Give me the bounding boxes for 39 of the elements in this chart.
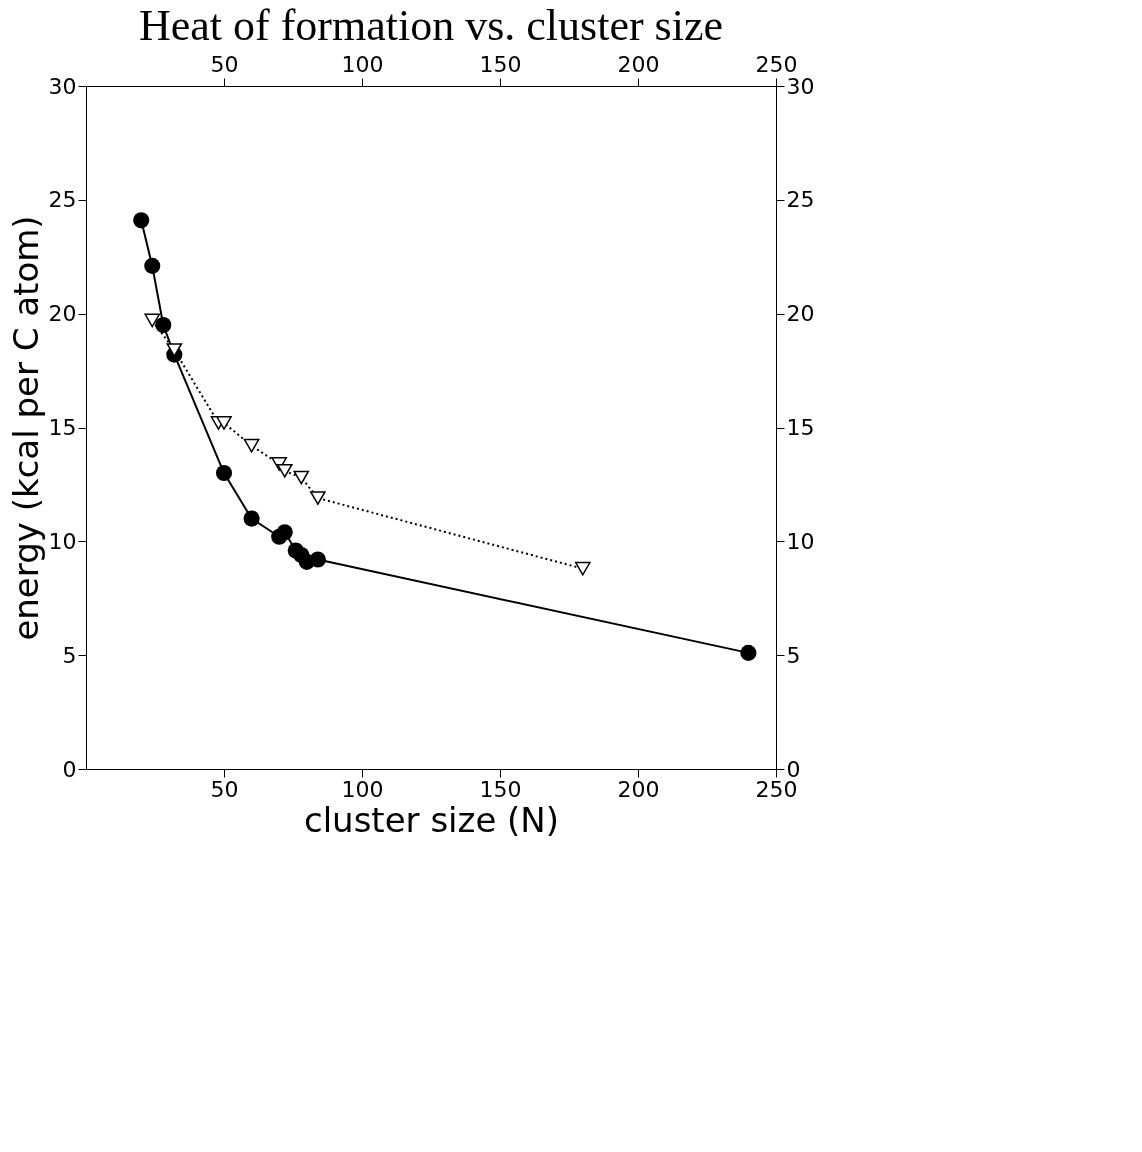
y-tick-label: 15 <box>48 415 77 440</box>
x-tick-label: 150 <box>479 776 522 802</box>
y-tick-label: 10 <box>48 528 77 554</box>
y-tick-label: 30 <box>48 73 77 99</box>
point <box>216 416 232 430</box>
y2-tick-label: 20 <box>786 301 815 327</box>
point <box>310 491 326 505</box>
x2-tick-label: 200 <box>617 51 660 77</box>
y-tick-label: 25 <box>48 187 77 213</box>
point <box>574 561 591 576</box>
y-axis-title: energy (kcal per C atom) <box>5 215 46 641</box>
y-tick-label: 20 <box>48 301 77 327</box>
x-axis-title: cluster size (N) <box>303 799 560 840</box>
point <box>215 464 233 482</box>
y2-tick-label: 5 <box>786 642 801 668</box>
point <box>166 343 183 357</box>
x2-tick-label: 150 <box>479 51 522 77</box>
chart-title: Heat of formation vs. cluster size <box>138 1 724 50</box>
x-tick-label: 200 <box>617 776 660 802</box>
point <box>144 257 161 274</box>
x2-tick-label: 50 <box>210 51 239 77</box>
x-tick-label: 100 <box>341 776 384 802</box>
point <box>293 470 310 485</box>
point <box>144 313 161 328</box>
y2-tick-label: 25 <box>786 187 815 213</box>
point <box>243 510 260 527</box>
point <box>740 644 757 661</box>
y2-tick-label: 10 <box>786 528 815 554</box>
x2-tick-label: 100 <box>341 51 384 77</box>
point <box>243 438 260 453</box>
point <box>276 524 293 541</box>
y-tick-label: 5 <box>62 642 77 668</box>
point <box>276 463 293 478</box>
y-tick-label: 0 <box>62 756 77 782</box>
point <box>133 212 150 229</box>
point <box>309 551 326 568</box>
point <box>155 317 172 334</box>
x-tick-label: 50 <box>210 776 239 802</box>
y2-tick-label: 15 <box>786 415 815 440</box>
